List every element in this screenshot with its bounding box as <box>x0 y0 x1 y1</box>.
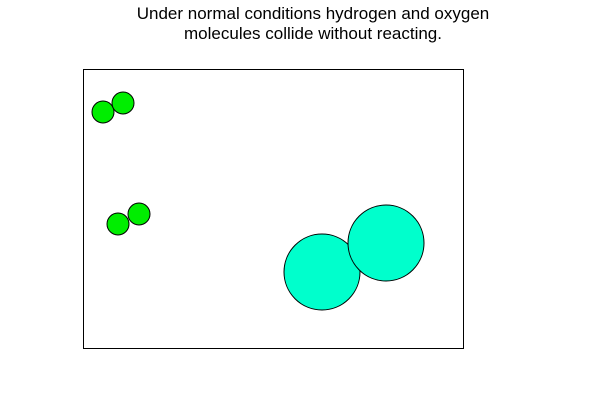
caption-line-1: Under normal conditions hydrogen and oxy… <box>136 4 490 23</box>
hydrogen-molecule <box>91 91 135 124</box>
hydrogen-atom <box>127 202 151 226</box>
oxygen-atom <box>283 233 361 311</box>
hydrogen-atom <box>106 212 130 236</box>
hydrogen-molecule <box>106 202 151 236</box>
hydrogen-atom <box>91 100 115 124</box>
hydrogen-atom <box>111 91 135 115</box>
caption: Under normal conditions hydrogen and oxy… <box>0 4 600 44</box>
oxygen-atom <box>347 204 425 282</box>
caption-line-2: molecules collide without reacting. <box>184 24 442 43</box>
oxygen-molecule <box>283 204 425 311</box>
